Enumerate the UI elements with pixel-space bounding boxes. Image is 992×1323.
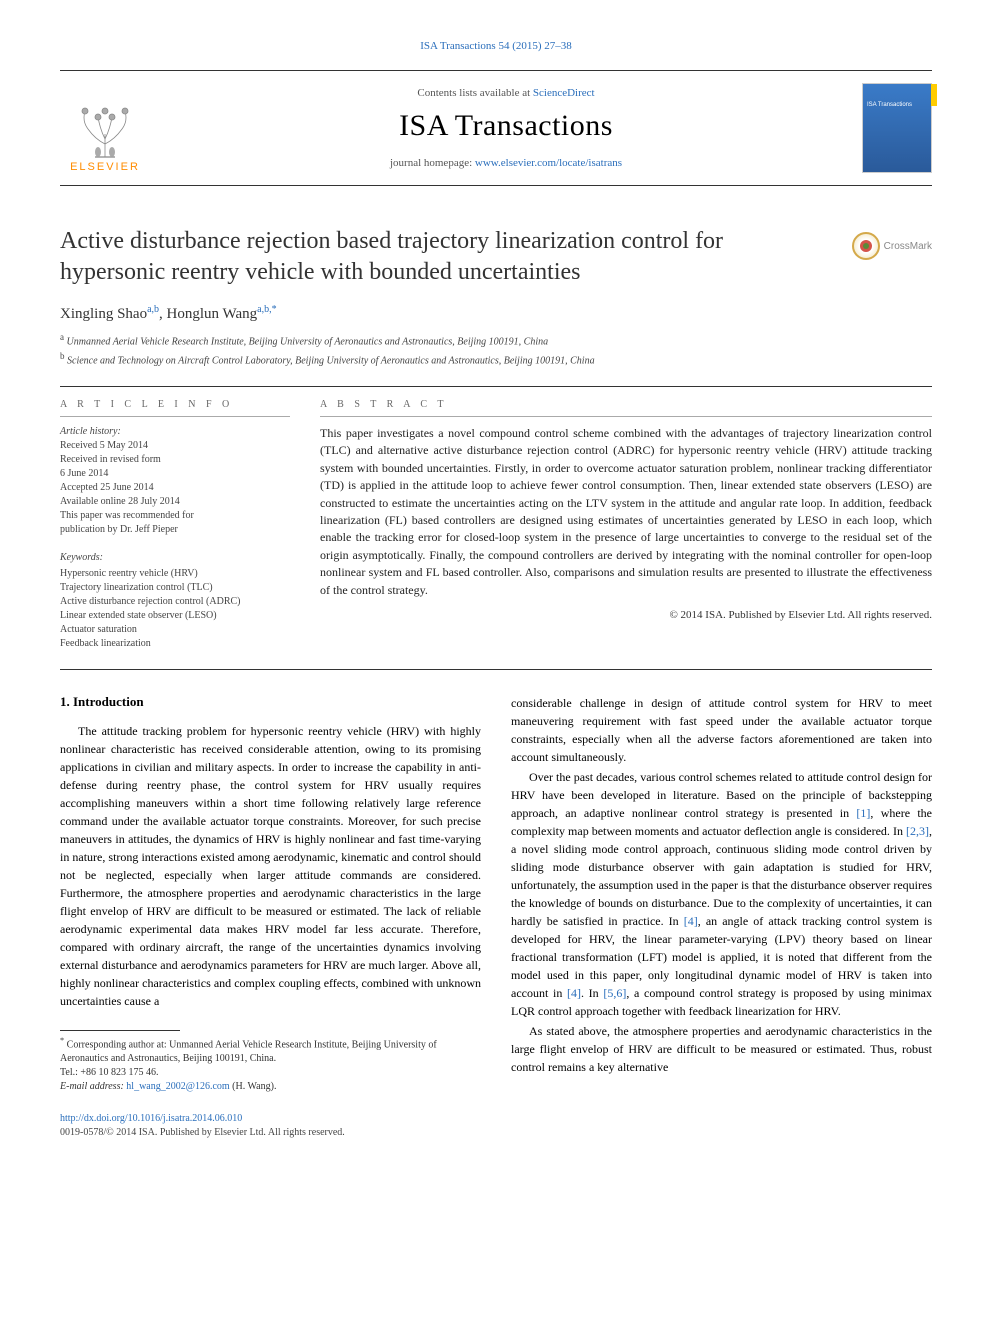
journal-name: ISA Transactions	[150, 109, 862, 143]
author-list: Xingling Shaoa,b, Honglun Wanga,b,*	[60, 304, 932, 323]
keyword-3: Linear extended state observer (LESO)	[60, 610, 217, 621]
history-online: Available online 28 July 2014	[60, 496, 180, 507]
journal-homepage-line: journal homepage: www.elsevier.com/locat…	[150, 157, 862, 169]
abstract-text: This paper investigates a novel compound…	[320, 425, 932, 599]
body-col-right: considerable challenge in design of atti…	[511, 694, 932, 1094]
cover-tab-icon	[931, 84, 937, 106]
footnote-corr-text: Corresponding author at: Unmanned Aerial…	[60, 1039, 437, 1064]
footnote-email-label: E-mail address:	[60, 1081, 126, 1092]
history-received: Received 5 May 2014	[60, 440, 148, 451]
intro-para-2: considerable challenge in design of atti…	[511, 694, 932, 766]
abstract-copyright: © 2014 ISA. Published by Elsevier Ltd. A…	[320, 609, 932, 621]
affiliation-a-text: Unmanned Aerial Vehicle Research Institu…	[67, 337, 549, 348]
article-history: Article history: Received 5 May 2014 Rec…	[60, 425, 290, 537]
publisher-logo: ELSEVIER	[60, 83, 150, 173]
section-1-heading: 1. Introduction	[60, 694, 481, 710]
corresponding-footnote: * Corresponding author at: Unmanned Aeri…	[60, 1035, 481, 1094]
cover-title-text: ISA Transactions	[863, 84, 931, 108]
cite-4[interactable]: [4]	[684, 914, 698, 928]
cite-4b[interactable]: [4]	[567, 986, 581, 1000]
issn-copyright: 0019-0578/© 2014 ISA. Published by Elsev…	[60, 1127, 345, 1138]
footnote-mark: *	[60, 1036, 64, 1045]
journal-cover-thumbnail: ISA Transactions	[862, 83, 932, 173]
footnote-tel: Tel.: +86 10 823 175 46.	[60, 1067, 159, 1078]
keyword-0: Hypersonic reentry vehicle (HRV)	[60, 568, 198, 579]
author-1-affil-sup: a,b	[147, 304, 159, 315]
history-revised-date: 6 June 2014	[60, 468, 108, 479]
contents-available-line: Contents lists available at ScienceDirec…	[150, 87, 862, 99]
body-col-left: 1. Introduction The attitude tracking pr…	[60, 694, 481, 1094]
p3-seg-c: , a novel sliding mode control approach,…	[511, 824, 932, 928]
author-1[interactable]: Xingling Shao	[60, 306, 147, 322]
keywords-block: Keywords: Hypersonic reentry vehicle (HR…	[60, 551, 290, 651]
bottom-metadata: http://dx.doi.org/10.1016/j.isatra.2014.…	[60, 1112, 932, 1140]
intro-para-1: The attitude tracking problem for hypers…	[60, 722, 481, 1010]
journal-homepage-link[interactable]: www.elsevier.com/locate/isatrans	[475, 157, 622, 169]
article-info-label: A R T I C L E I N F O	[60, 399, 290, 410]
author-2[interactable]: , Honglun Wang	[159, 306, 257, 322]
affiliation-b-text: Science and Technology on Aircraft Contr…	[67, 355, 595, 366]
history-recommended-2: publication by Dr. Jeff Pieper	[60, 524, 178, 535]
keyword-1: Trajectory linearization control (TLC)	[60, 582, 213, 593]
history-revised: Received in revised form	[60, 454, 161, 465]
history-label: Article history:	[60, 426, 121, 437]
history-accepted: Accepted 25 June 2014	[60, 482, 154, 493]
keywords-label: Keywords:	[60, 551, 290, 565]
crossmark-badge[interactable]: CrossMark	[852, 232, 932, 260]
footnote-divider	[60, 1030, 180, 1031]
journal-header-band: ELSEVIER Contents lists available at Sci…	[60, 70, 932, 186]
divider-rule-2	[60, 669, 932, 670]
body-two-columns: 1. Introduction The attitude tracking pr…	[60, 694, 932, 1094]
cite-1[interactable]: [1]	[856, 806, 870, 820]
affiliation-b: b Science and Technology on Aircraft Con…	[60, 350, 932, 368]
affiliations-block: a Unmanned Aerial Vehicle Research Insti…	[60, 331, 932, 368]
intro-para-3: Over the past decades, various control s…	[511, 768, 932, 1020]
article-info-column: A R T I C L E I N F O Article history: R…	[60, 399, 290, 651]
crossmark-label: CrossMark	[884, 241, 932, 252]
homepage-prefix: journal homepage:	[390, 157, 475, 169]
doi-link[interactable]: http://dx.doi.org/10.1016/j.isatra.2014.…	[60, 1113, 242, 1124]
affiliation-a: a Unmanned Aerial Vehicle Research Insti…	[60, 331, 932, 349]
elsevier-tree-icon	[70, 99, 140, 159]
history-recommended-1: This paper was recommended for	[60, 510, 194, 521]
sciencedirect-link[interactable]: ScienceDirect	[533, 87, 595, 99]
crossmark-icon	[852, 232, 880, 260]
header-center: Contents lists available at ScienceDirec…	[150, 87, 862, 169]
keyword-5: Feedback linearization	[60, 638, 151, 649]
abstract-column: A B S T R A C T This paper investigates …	[320, 399, 932, 651]
keyword-4: Actuator saturation	[60, 624, 137, 635]
intro-para-4: As stated above, the atmosphere properti…	[511, 1022, 932, 1076]
p3-seg-e: . In	[581, 986, 603, 1000]
footnote-email-suffix: (H. Wang).	[230, 1081, 277, 1092]
cite-5-6[interactable]: [5,6]	[603, 986, 626, 1000]
article-title: Active disturbance rejection based traje…	[60, 226, 820, 288]
footnote-email-link[interactable]: hl_wang_2002@126.com	[126, 1081, 229, 1092]
corresponding-mark: *	[272, 304, 277, 315]
divider-rule	[60, 386, 932, 387]
contents-prefix: Contents lists available at	[417, 87, 532, 99]
cite-2-3[interactable]: [2,3]	[906, 824, 929, 838]
author-2-affil-sup: a,b,	[257, 304, 271, 315]
abstract-label: A B S T R A C T	[320, 399, 932, 410]
journal-citation-header[interactable]: ISA Transactions 54 (2015) 27–38	[60, 40, 932, 52]
publisher-name: ELSEVIER	[70, 161, 140, 173]
keyword-2: Active disturbance rejection control (AD…	[60, 596, 241, 607]
